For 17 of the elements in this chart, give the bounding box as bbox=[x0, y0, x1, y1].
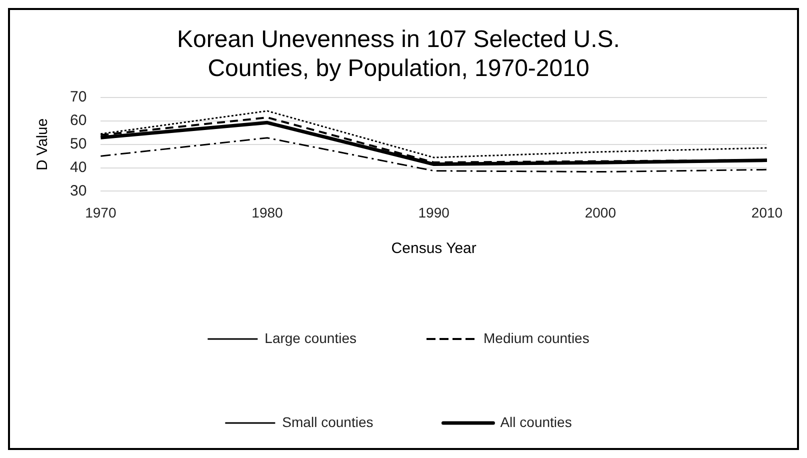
y-tick-label: 70 bbox=[70, 88, 87, 106]
y-tick-label: 40 bbox=[70, 158, 87, 176]
legend-label: Small counties bbox=[282, 414, 374, 430]
x-axis-title: Census Year bbox=[391, 240, 476, 258]
y-tick-label: 50 bbox=[70, 136, 87, 153]
x-tick-label: 1970 bbox=[85, 204, 116, 220]
x-tick-label: 2000 bbox=[584, 204, 616, 220]
x-tick-label: 1990 bbox=[418, 204, 450, 220]
legend-label: Large counties bbox=[264, 330, 357, 346]
y-tick-label: 60 bbox=[70, 112, 87, 130]
legend-label: All counties bbox=[500, 414, 572, 430]
y-axis-title: D Value bbox=[34, 118, 52, 171]
chart-title: Korean Unevenness in 107 Selected U.S. Counties, by Population, 1970-2010 bbox=[177, 26, 620, 82]
x-tick-label: 2010 bbox=[751, 204, 783, 220]
x-tick-label: 1980 bbox=[252, 204, 284, 220]
y-tick-label: 30 bbox=[70, 182, 87, 200]
legend-label: Medium counties bbox=[484, 330, 590, 346]
